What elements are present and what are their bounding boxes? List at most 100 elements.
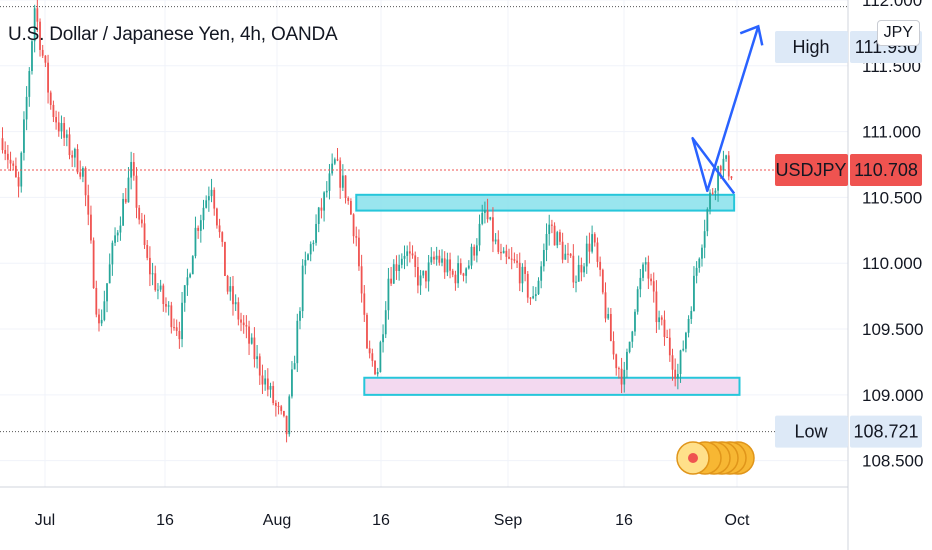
candle-body: [173, 327, 175, 329]
candle-body: [272, 386, 275, 404]
candle-body: [524, 266, 526, 274]
candle-body: [47, 62, 49, 93]
candle-body: [189, 274, 191, 278]
candle-body: [296, 320, 299, 364]
candle-body: [422, 270, 425, 276]
candle-body: [283, 410, 285, 416]
time-axis[interactable]: Jul 16 Aug 16 Sep 16 Oct: [35, 512, 750, 529]
candle-body: [615, 354, 618, 369]
candle-body: [516, 260, 518, 263]
candle-body: [650, 278, 652, 282]
candle-body: [553, 225, 556, 246]
candle-body: [457, 263, 459, 284]
candle-body: [714, 190, 717, 193]
candle-body: [419, 275, 422, 286]
candle-body: [395, 264, 398, 271]
candle-body: [73, 149, 76, 158]
candle-body: [545, 234, 548, 250]
candle-body: [218, 225, 221, 233]
candle-body: [521, 266, 524, 284]
candle-body: [730, 176, 733, 179]
candles-layer: [1, 0, 733, 443]
candle-body: [146, 245, 149, 258]
candle-body: [671, 355, 674, 370]
candle-body: [87, 195, 90, 215]
candle-body: [111, 242, 114, 265]
candle-body: [315, 223, 317, 243]
candle-body: [593, 234, 596, 243]
candle-body: [304, 259, 307, 266]
candle-body: [82, 167, 84, 177]
candle-body: [25, 96, 28, 120]
candle-body: [486, 210, 489, 220]
candle-body: [398, 264, 401, 271]
candle-body: [411, 253, 414, 256]
candle-body: [339, 160, 342, 188]
candle-body: [709, 192, 711, 210]
candle-body: [293, 363, 296, 370]
candle-body: [502, 250, 505, 254]
candle-body: [475, 245, 478, 256]
candle-body: [577, 264, 580, 282]
candle-body: [242, 322, 245, 326]
candle-body: [628, 341, 631, 352]
candle-body: [604, 292, 607, 319]
candle-body: [518, 262, 521, 284]
candle-body: [626, 351, 628, 370]
candle-body: [248, 326, 250, 344]
candle-body: [663, 319, 666, 338]
candle-body: [540, 266, 543, 281]
candle-body: [130, 162, 133, 178]
projection-arrow: [691, 25, 760, 195]
last-price-marker-label-bg: [775, 154, 848, 187]
candle-body: [374, 360, 376, 375]
low-marker-label: Low: [794, 422, 828, 442]
candle-body: [449, 259, 451, 271]
candle-body: [291, 369, 293, 397]
high-marker-label: High: [792, 37, 829, 57]
candle-body: [333, 159, 336, 164]
candle-body: [601, 269, 604, 293]
candle-body: [687, 318, 690, 333]
candle-body: [229, 286, 232, 292]
candle-body: [116, 232, 119, 236]
candle-body: [363, 293, 366, 315]
candle-body: [508, 256, 510, 259]
price-axis[interactable]: 112.000111.500111.000110.500110.000109.5…: [862, 0, 923, 471]
candle-body: [433, 256, 435, 260]
candle-body: [76, 149, 79, 173]
candle-body: [379, 342, 382, 372]
candle-body: [725, 155, 727, 159]
candle-body: [341, 175, 344, 188]
candle-body: [165, 303, 167, 307]
candle-body: [317, 207, 320, 224]
time-tick-label: Sep: [494, 512, 523, 529]
candle-body: [620, 368, 623, 385]
candle-body: [642, 264, 644, 278]
candle-body: [122, 198, 124, 226]
candle-body: [551, 224, 553, 226]
candle-body: [376, 371, 379, 375]
candle-body: [711, 192, 714, 194]
candle-body: [44, 55, 47, 63]
candle-body: [703, 231, 706, 248]
candle-body: [191, 256, 194, 275]
candle-body: [467, 265, 470, 269]
time-tick-label: 16: [156, 512, 174, 529]
price-tick-label: 108.500: [862, 452, 923, 471]
candle-body: [323, 192, 325, 211]
candle-body: [400, 258, 403, 265]
candle-body: [15, 165, 17, 178]
candle-body: [4, 150, 7, 154]
candle-body: [216, 208, 218, 226]
candle-body: [79, 172, 82, 177]
candle-body: [170, 305, 173, 328]
candle-body: [441, 258, 443, 263]
candle-body: [414, 255, 417, 267]
currency-badge[interactable]: JPY: [876, 20, 920, 46]
candle-body: [443, 258, 446, 273]
candle-body: [358, 237, 360, 267]
candle-body: [186, 277, 189, 286]
candle-body: [636, 289, 639, 312]
